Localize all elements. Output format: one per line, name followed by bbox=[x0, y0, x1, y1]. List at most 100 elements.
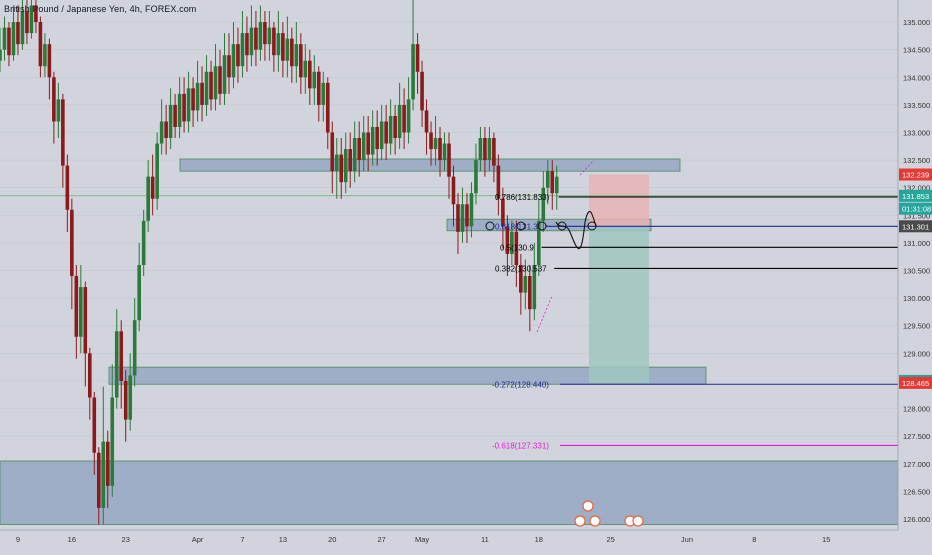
candle-body bbox=[11, 22, 16, 56]
candle-body bbox=[357, 138, 361, 161]
candle-body bbox=[290, 38, 294, 67]
candle-body bbox=[254, 27, 258, 50]
price-badge bbox=[899, 202, 932, 215]
price-tick-label: 126.500 bbox=[903, 487, 930, 496]
candle-body bbox=[366, 132, 370, 155]
fib-level-label: 0.382(130.537 bbox=[495, 264, 547, 273]
candle-body bbox=[213, 66, 218, 100]
candle-body bbox=[501, 198, 505, 227]
price-badge-label: 132.239 bbox=[902, 171, 929, 180]
candle-body bbox=[465, 204, 469, 227]
candle-body bbox=[70, 209, 74, 277]
candle-body bbox=[236, 44, 240, 67]
candle-body bbox=[222, 55, 227, 94]
candle-body bbox=[137, 265, 141, 321]
trend-dashed-line bbox=[579, 159, 595, 176]
time-tick-label: 13 bbox=[279, 535, 287, 544]
circle-marker bbox=[516, 221, 526, 231]
price-badge bbox=[899, 189, 932, 202]
candle-body bbox=[384, 121, 388, 144]
time-axis[interactable] bbox=[0, 530, 932, 550]
price-tick-label: 132.500 bbox=[903, 156, 930, 165]
candle-body bbox=[469, 193, 474, 227]
candle-body bbox=[523, 276, 528, 293]
candle-body bbox=[159, 121, 164, 144]
candle-body bbox=[545, 171, 550, 188]
candle-body bbox=[155, 143, 159, 199]
candle-body bbox=[56, 99, 61, 122]
price-axis[interactable] bbox=[898, 0, 932, 550]
circle-marker bbox=[485, 221, 495, 231]
candle-body bbox=[505, 226, 510, 254]
candle-body bbox=[281, 33, 285, 61]
time-tick-label: 25 bbox=[606, 535, 614, 544]
circle-marker bbox=[587, 221, 597, 231]
stop-loss-box[interactable] bbox=[589, 174, 649, 227]
candle-body bbox=[267, 27, 272, 45]
target-zone[interactable] bbox=[108, 366, 707, 385]
candle-body bbox=[370, 126, 375, 155]
price-tick-label: 128.000 bbox=[903, 405, 930, 414]
price-tick-label: 133.000 bbox=[903, 129, 930, 138]
candle-body bbox=[34, 5, 38, 23]
time-tick-label: May bbox=[415, 535, 429, 544]
candle-body bbox=[119, 331, 124, 381]
candle-body bbox=[110, 397, 115, 486]
candle-body bbox=[554, 176, 559, 194]
time-tick-label: 27 bbox=[377, 535, 385, 544]
fib-level-label: -0.618(127.331) bbox=[492, 441, 549, 450]
candle-body bbox=[168, 104, 173, 139]
candle-body bbox=[433, 138, 438, 150]
time-tick-label: 11 bbox=[481, 535, 489, 544]
candle-body bbox=[38, 22, 43, 67]
candle-body bbox=[74, 276, 79, 337]
event-icon[interactable] bbox=[582, 500, 594, 512]
candle-body bbox=[164, 121, 168, 139]
candle-body bbox=[101, 441, 106, 508]
candle-body bbox=[343, 149, 348, 183]
candle-body bbox=[20, 11, 25, 45]
candle-body bbox=[204, 71, 209, 105]
candle-body bbox=[285, 38, 290, 61]
projection-path bbox=[555, 210, 597, 250]
candle-body bbox=[200, 82, 204, 105]
price-badge-label: 128.465 bbox=[902, 379, 929, 388]
candle-body bbox=[420, 71, 424, 111]
candle-body bbox=[132, 320, 137, 376]
fib-level-label: 0.5(130.9 bbox=[500, 243, 534, 252]
entry-zone[interactable] bbox=[446, 218, 652, 232]
candle-body bbox=[2, 27, 7, 50]
event-icon[interactable] bbox=[589, 515, 601, 527]
time-tick-label: Jun bbox=[681, 535, 693, 544]
candle-body bbox=[429, 132, 433, 150]
candle-body bbox=[173, 104, 177, 127]
price-tick-label: 130.500 bbox=[903, 267, 930, 276]
candle-body bbox=[146, 176, 150, 221]
event-icon[interactable] bbox=[632, 515, 644, 527]
candle-body bbox=[141, 220, 146, 265]
candle-body bbox=[451, 176, 456, 205]
time-tick-label: 18 bbox=[535, 535, 543, 544]
candle-body bbox=[240, 33, 245, 67]
candle-body bbox=[114, 331, 119, 398]
price-tick-label: 129.000 bbox=[903, 349, 930, 358]
price-tick-label: 131.000 bbox=[903, 239, 930, 248]
candle-body bbox=[272, 27, 276, 56]
candle-body bbox=[79, 287, 83, 337]
take-profit-box[interactable] bbox=[589, 226, 649, 383]
price-tick-label: 134.500 bbox=[903, 46, 930, 55]
candle-body bbox=[209, 71, 213, 100]
event-icon[interactable] bbox=[574, 515, 586, 527]
resistance-zone[interactable] bbox=[179, 158, 681, 172]
candle-body bbox=[105, 441, 110, 486]
candle-body bbox=[379, 121, 384, 150]
candle-body bbox=[25, 11, 29, 34]
price-tick-label: 132.000 bbox=[903, 184, 930, 193]
lower-zone[interactable] bbox=[0, 460, 899, 525]
candle-body bbox=[325, 82, 330, 133]
candle-body bbox=[218, 66, 222, 94]
candle-body bbox=[510, 231, 514, 254]
candle-body bbox=[415, 44, 420, 72]
